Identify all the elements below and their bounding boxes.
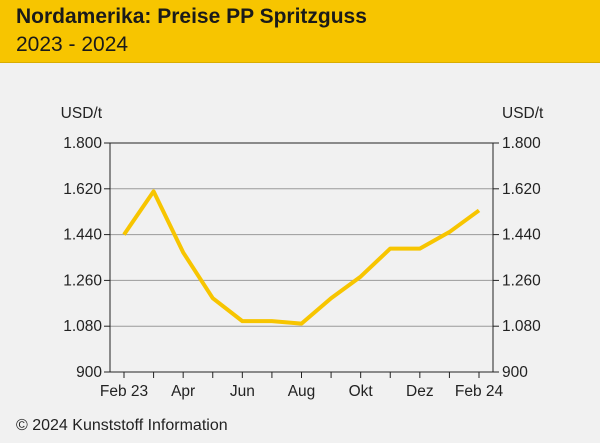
y-tick-label-right: 1.800	[502, 135, 541, 152]
y-tick-label-left: 1.440	[63, 227, 102, 244]
y-tick-label-left: 1.620	[63, 181, 102, 198]
x-tick-label: Dez	[406, 383, 434, 400]
x-tick-label: Jun	[230, 383, 255, 400]
copyright-footer: © 2024 Kunststoff Information	[16, 417, 228, 434]
series	[122, 189, 481, 326]
y-tick-label-left: 1.260	[63, 272, 102, 289]
y-tick-label-right: 1.440	[502, 227, 541, 244]
y-tick-label-left: 1.800	[63, 135, 102, 152]
plot-frame	[109, 142, 494, 373]
y-tick-label-right: 1.260	[502, 272, 541, 289]
chart-subtitle: 2023 - 2024	[16, 33, 129, 56]
y-tick-label-left: 1.080	[63, 318, 102, 335]
y-tick-label-right: 1.620	[502, 181, 541, 198]
y-tick-label-right: 1.080	[502, 318, 541, 335]
y-tick-label-left: 900	[76, 364, 102, 381]
x-tick-label: Aug	[288, 383, 316, 400]
chart-title: Nordamerika: Preise PP Spritzguss	[16, 5, 367, 28]
y-axis-unit-left: USD/t	[61, 105, 103, 122]
x-tick-label: Feb 24	[455, 383, 504, 400]
series-line	[122, 189, 481, 326]
header-banner: Nordamerika: Preise PP Spritzguss 2023 -…	[0, 0, 600, 63]
x-tick-label: Apr	[171, 383, 195, 400]
gridlines	[110, 188, 493, 327]
y-axis-unit-right: USD/t	[502, 105, 544, 122]
y-tick-label-right: 900	[502, 364, 528, 381]
x-tick-label: Okt	[349, 383, 374, 400]
axis-ticks: 1.800 1.800 1.620 1.620 1.440 1.440 1.260 1.260…	[63, 135, 541, 400]
x-tick-label: Feb 23	[100, 383, 148, 400]
